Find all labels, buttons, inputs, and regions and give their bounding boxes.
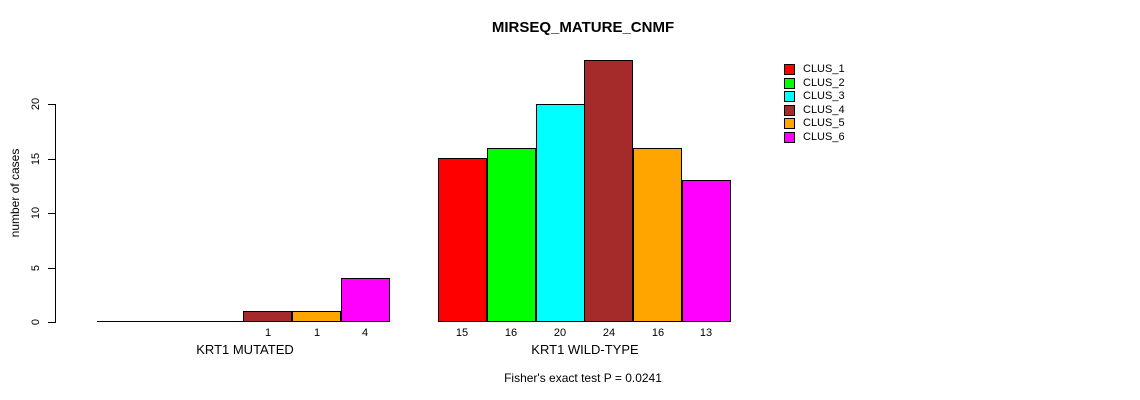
group-label-krt1-wild-type: KRT1 WILD-TYPE <box>531 342 639 357</box>
bar-clus-6-krt1-wild-type <box>682 180 731 322</box>
bar-clus-4-krt1-mutated <box>243 311 292 322</box>
bar-value-label: 4 <box>361 327 369 339</box>
legend-swatch-clus-6-icon <box>784 132 795 143</box>
group-label-krt1-mutated: KRT1 MUTATED <box>196 342 294 357</box>
legend-swatch-clus-1-icon <box>784 64 795 75</box>
y-tick <box>48 213 55 214</box>
bar-value-label: 16 <box>651 327 665 339</box>
legend-label: CLUS_3 <box>803 90 845 102</box>
y-tick-label: 15 <box>30 152 42 166</box>
bar-clus-4-krt1-wild-type <box>584 60 633 322</box>
bar-clus-2-krt1-wild-type <box>487 148 536 322</box>
fisher-test-annotation: Fisher's exact test P = 0.0241 <box>504 371 662 385</box>
chart-title: MIRSEQ_MATURE_CNMF <box>491 19 675 36</box>
y-tick <box>48 159 55 160</box>
bar-value-label: 1 <box>264 327 272 339</box>
y-tick-label: 10 <box>30 206 42 220</box>
legend-label: CLUS_1 <box>803 63 845 75</box>
bar-value-label: 20 <box>553 327 567 339</box>
y-tick <box>48 268 55 269</box>
legend-label: CLUS_5 <box>803 117 845 129</box>
bar-value-label: 1 <box>313 327 321 339</box>
y-tick <box>48 322 55 323</box>
bar-clus-1-krt1-wild-type <box>438 158 487 322</box>
bar-clus-5-krt1-wild-type <box>633 148 682 322</box>
legend-label: CLUS_2 <box>803 77 845 89</box>
legend-label: CLUS_4 <box>803 104 845 116</box>
legend-swatch-clus-3-icon <box>784 91 795 102</box>
y-axis-line <box>55 104 56 323</box>
bar-value-label: 24 <box>602 327 616 339</box>
bar-value-label: 16 <box>504 327 518 339</box>
bar-value-label: 15 <box>455 327 469 339</box>
legend-label: CLUS_6 <box>803 131 845 143</box>
y-tick-label: 20 <box>30 97 42 111</box>
bar-value-label: 13 <box>699 327 713 339</box>
legend-swatch-clus-5-icon <box>784 118 795 129</box>
legend-swatch-clus-2-icon <box>784 78 795 89</box>
y-tick-label: 0 <box>30 318 42 326</box>
bar-clus-3-krt1-mutated <box>195 321 244 322</box>
legend-swatch-clus-4-icon <box>784 105 795 116</box>
bar-clus-5-krt1-mutated <box>292 311 341 322</box>
y-tick <box>48 104 55 105</box>
bar-clus-6-krt1-mutated <box>341 278 390 322</box>
bar-clus-1-krt1-mutated <box>97 321 146 322</box>
y-tick-label: 5 <box>30 264 42 272</box>
bar-clus-2-krt1-mutated <box>146 321 195 322</box>
bar-clus-3-krt1-wild-type <box>536 104 585 322</box>
